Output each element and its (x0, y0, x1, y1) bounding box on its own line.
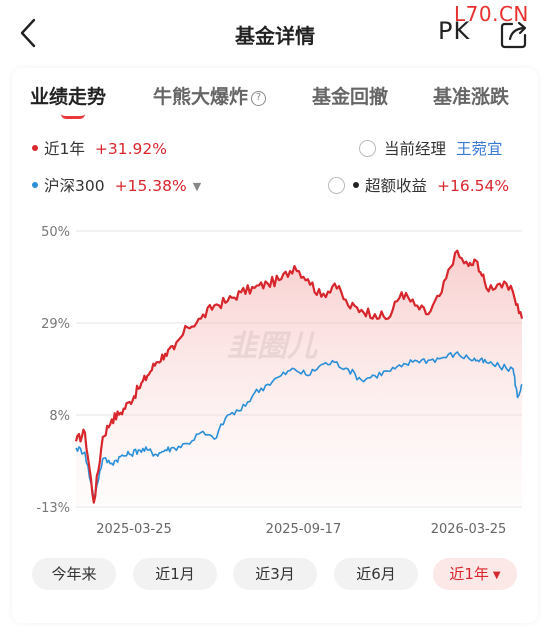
excess-return: +16.54% (437, 177, 510, 195)
time-range-selector: 今年来 近1月 近3月 近6月 近1年 ▼ (32, 558, 522, 592)
page-title: 基金详情 (235, 24, 315, 48)
benchmark-return: +15.38% (114, 177, 187, 195)
series-line-benchmark (75, 351, 523, 499)
benchmark-dot (32, 182, 38, 188)
excess-dot (353, 182, 359, 188)
top-bar: 基金详情 PK L70.CN (0, 0, 550, 64)
performance-chart[interactable]: 50% 29% 8% -13% 2025-03-25 2025-09-17 2026-03-… (12, 218, 538, 613)
range-ytd-button[interactable]: 今年来 (32, 558, 116, 590)
tab-bull-bear-label: 牛熊大爆炸 (153, 86, 249, 108)
x-tick-label: 2026-03-25 (431, 522, 507, 537)
tab-drawdown[interactable]: 基金回撤 (312, 86, 389, 108)
range-dropdown-icon: ▼ (492, 570, 501, 581)
help-icon[interactable]: ? (251, 91, 267, 106)
y-tick-label: 29% (41, 317, 70, 332)
excess-radio[interactable] (328, 177, 345, 194)
benchmark-dropdown-icon[interactable]: ▼ (192, 180, 202, 193)
range-6m-button[interactable]: 近6月 (334, 558, 418, 590)
legend-excess: 超额收益 +16.54% (328, 174, 509, 196)
legend-benchmark[interactable]: 沪深300 +15.38% ▼ (32, 174, 201, 196)
range-3m-button[interactable]: 近3月 (233, 558, 317, 590)
range-1y-label: 近1年 (449, 565, 489, 583)
tab-bull-bear[interactable]: 牛熊大爆炸? (153, 82, 267, 109)
legend-fund: 近1年 +31.92% (32, 137, 167, 159)
y-tick-label: -13% (36, 501, 70, 516)
back-arrow-icon[interactable] (14, 16, 44, 50)
tab-benchmark[interactable]: 基准涨跌 (433, 86, 510, 108)
range-1m-button[interactable]: 近1月 (133, 558, 217, 590)
pk-button[interactable]: PK (438, 17, 471, 45)
tab-bar: 业绩走势 牛熊大爆炸? 基金回撤 基准涨跌 (12, 68, 538, 124)
legend-manager: 当前经理 王菀宜 (359, 137, 503, 159)
fund-dot (32, 145, 38, 151)
series-line-fund (74, 249, 524, 504)
active-tab-indicator (61, 114, 85, 119)
x-tick-label: 2025-09-17 (266, 522, 342, 537)
manager-label: 当前经理 (384, 140, 447, 158)
fund-return: +31.92% (94, 140, 167, 158)
tab-performance[interactable]: 业绩走势 (30, 86, 107, 108)
y-tick-label: 50% (41, 225, 70, 240)
range-1y-button[interactable]: 近1年 ▼ (433, 558, 517, 590)
manager-radio[interactable] (359, 140, 376, 157)
manager-name-link[interactable]: 王菀宜 (456, 140, 503, 158)
fund-label: 近1年 (44, 140, 85, 158)
x-tick-label: 2025-03-25 (96, 522, 172, 537)
y-tick-label: 8% (49, 409, 70, 424)
share-icon[interactable] (498, 17, 532, 49)
corner-watermark: L70.CN (454, 2, 529, 26)
performance-card: 业绩走势 牛熊大爆炸? 基金回撤 基准涨跌 近1年 +31.92% 当前经理 王菀宜… (12, 68, 538, 623)
excess-label: 超额收益 (365, 177, 428, 195)
benchmark-label: 沪深300 (44, 177, 105, 195)
